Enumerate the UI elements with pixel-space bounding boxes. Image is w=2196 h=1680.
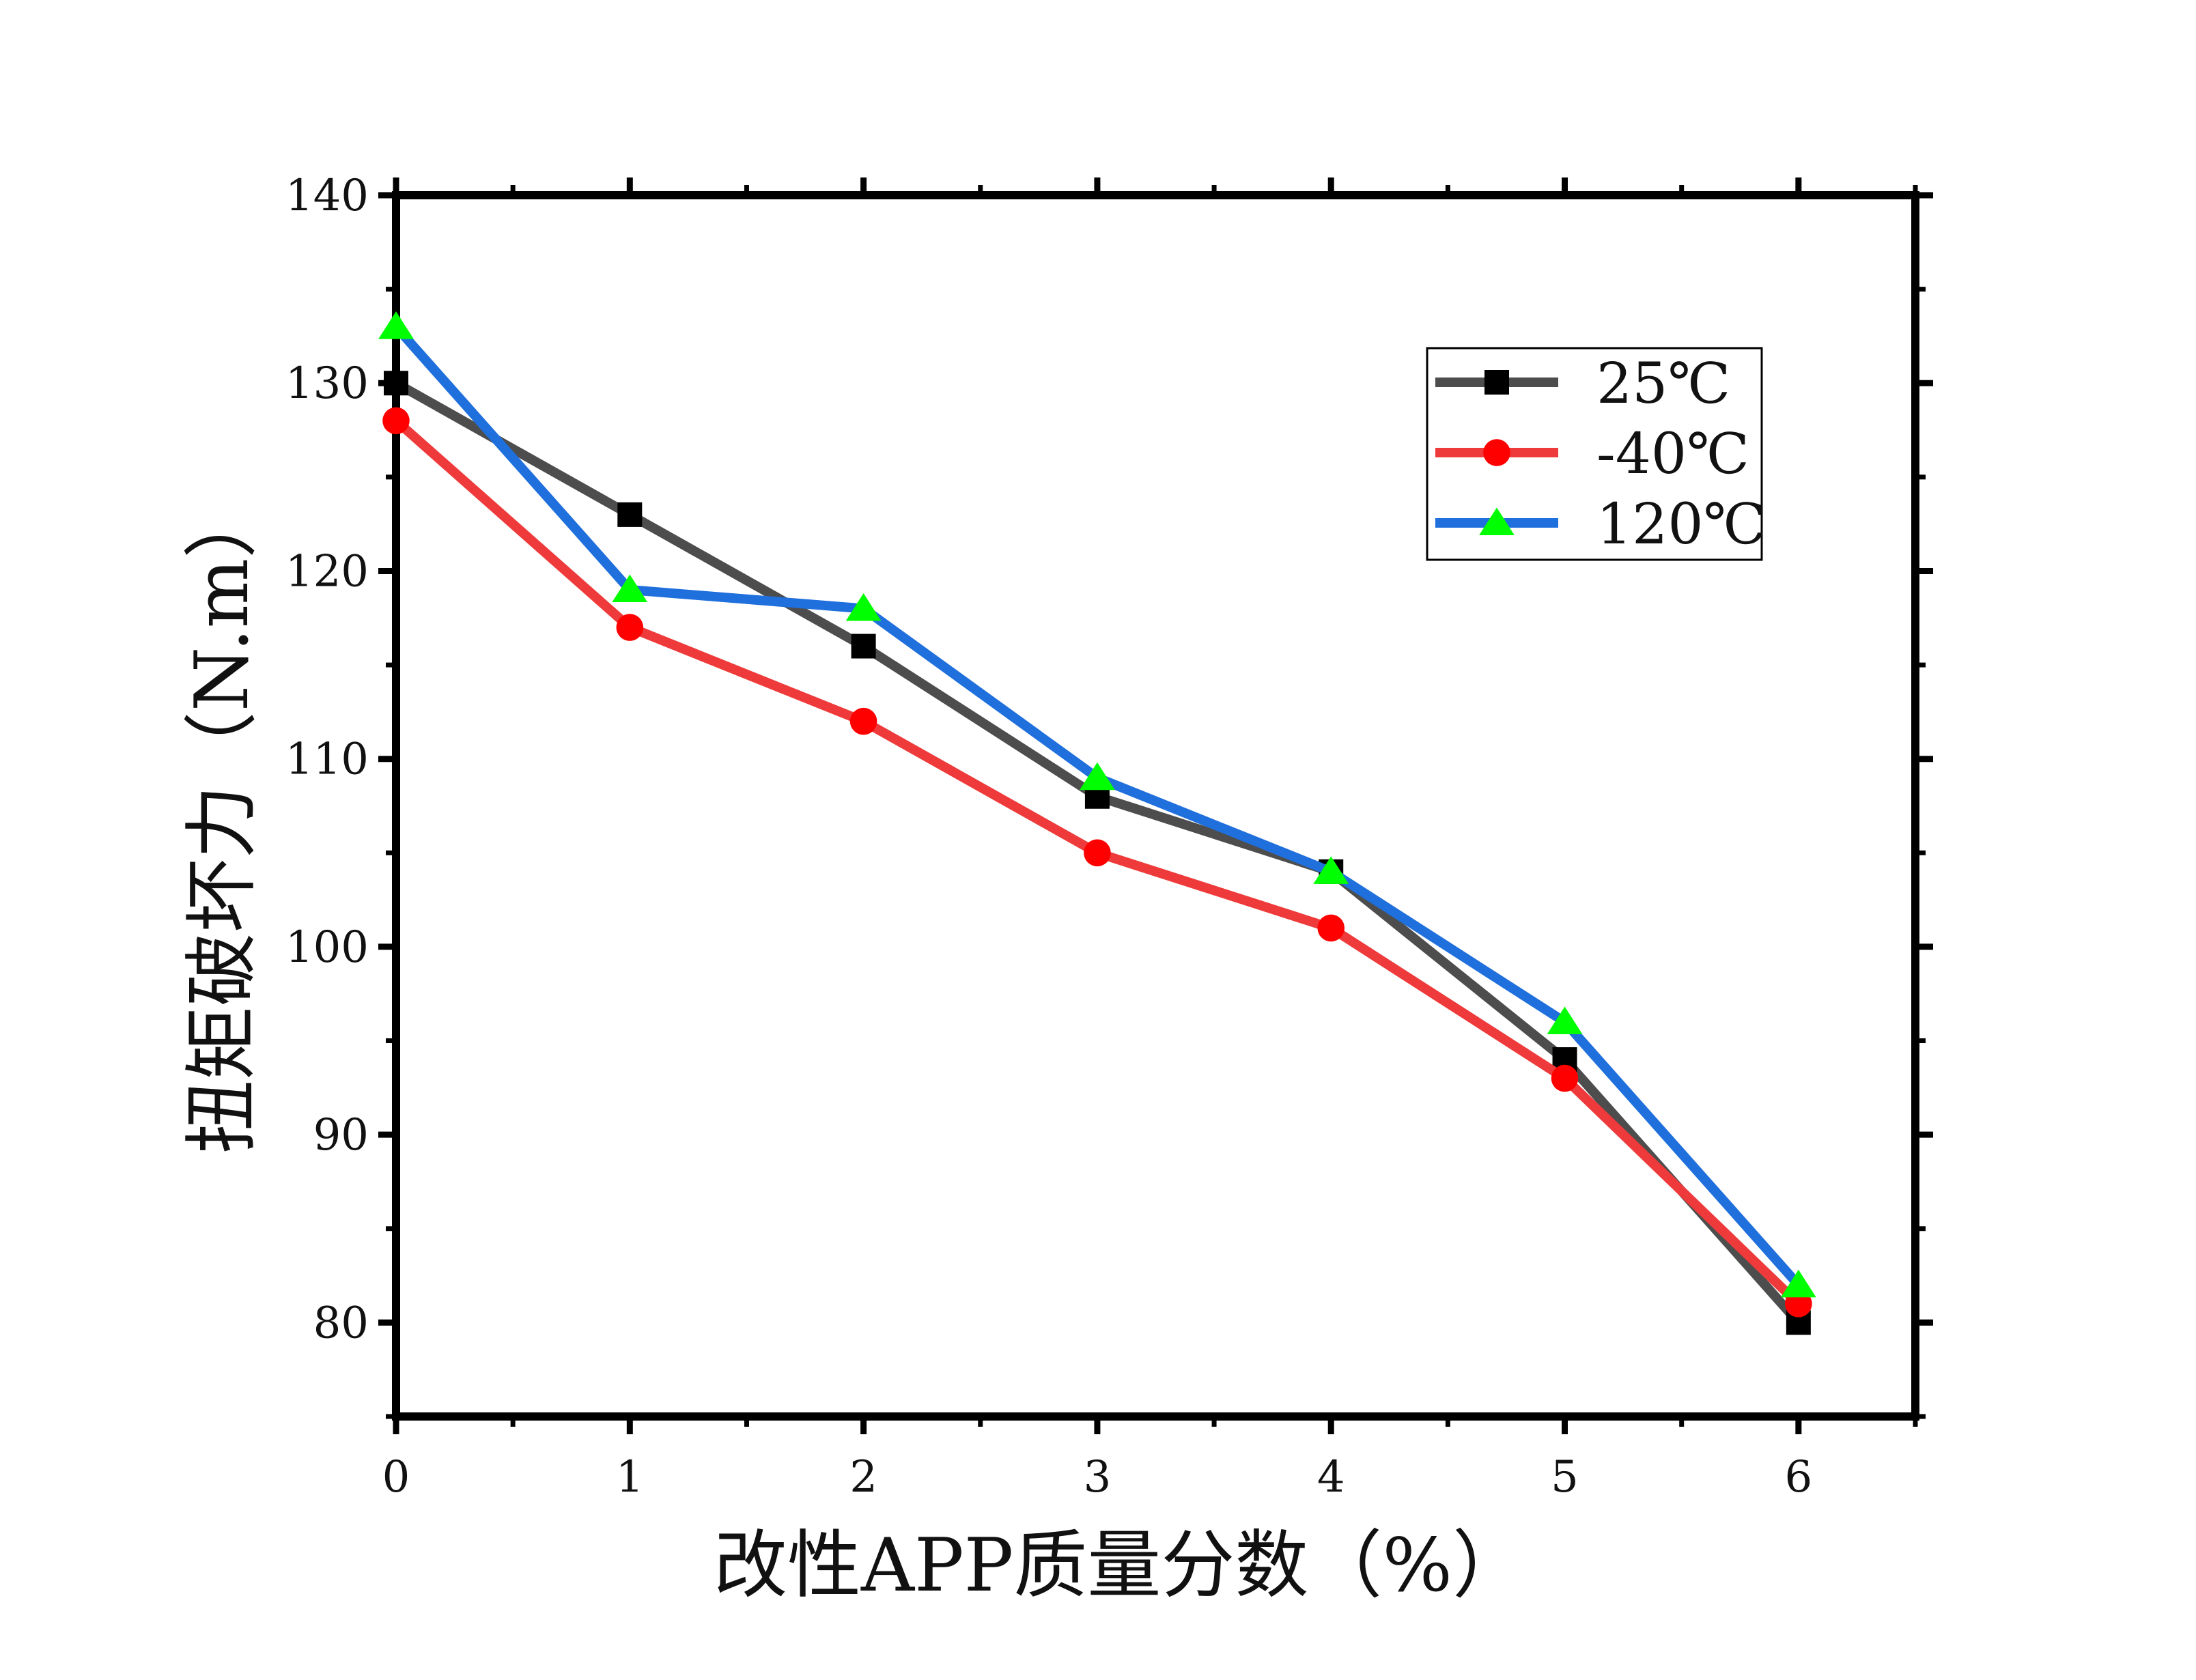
legend-marker: [1479, 507, 1515, 535]
legend-item: 25℃: [1435, 352, 1730, 416]
y-axis: 80 90 100 110 120 130 140: [285, 171, 1933, 1419]
data-point: [1080, 762, 1115, 791]
x-tick-label: 4: [1317, 1452, 1345, 1503]
data-point: [1551, 1064, 1579, 1092]
x-axis: 0 1 2 3 4 5 6: [382, 177, 1918, 1503]
data-point: [617, 502, 643, 527]
x-tick-label: 5: [1551, 1452, 1579, 1503]
x-tick-label: 2: [849, 1452, 877, 1503]
series-group: [378, 311, 1816, 1335]
y-axis-title: 扭矩破坏力（N.m）: [180, 485, 265, 1154]
data-point: [1547, 1006, 1583, 1035]
y-tick-label: 110: [285, 735, 369, 785]
data-point: [849, 707, 877, 735]
legend-label: -40℃: [1596, 422, 1749, 487]
series-3: [378, 311, 1816, 1298]
plot-area: [392, 191, 1919, 1421]
legend-item: -40℃: [1435, 422, 1749, 487]
data-point: [616, 614, 644, 641]
data-point: [1780, 1269, 1816, 1298]
y-tick-label: 80: [313, 1298, 369, 1348]
y-tick-label: 90: [313, 1110, 369, 1161]
plot-frame: [392, 191, 1919, 1421]
x-axis-title: 改性APP质量分数（%）: [714, 1523, 1526, 1608]
x-tick-label: 3: [1084, 1452, 1112, 1503]
y-tick-label: 140: [285, 171, 369, 221]
data-point: [845, 593, 882, 621]
data-point: [1317, 914, 1345, 942]
y-tick-label: 120: [285, 546, 369, 597]
data-point: [851, 633, 876, 659]
legend-label: 25℃: [1596, 352, 1730, 416]
x-tick-label: 0: [382, 1452, 410, 1503]
data-point: [382, 407, 410, 435]
x-tick-label: 6: [1784, 1452, 1812, 1503]
y-tick-label: 100: [285, 922, 369, 973]
legend-item: 120℃: [1435, 492, 1766, 557]
data-point: [1084, 839, 1111, 867]
legend-label: 120℃: [1596, 492, 1766, 557]
data-point: [378, 311, 414, 339]
x-tick-label: 1: [616, 1452, 644, 1503]
legend-marker: [1483, 439, 1510, 466]
legend-marker: [1484, 370, 1509, 395]
data-point: [1313, 856, 1349, 884]
series-2: [382, 407, 1812, 1318]
y-tick-label: 130: [285, 358, 369, 409]
data-point: [612, 574, 648, 602]
data-point: [384, 371, 408, 396]
